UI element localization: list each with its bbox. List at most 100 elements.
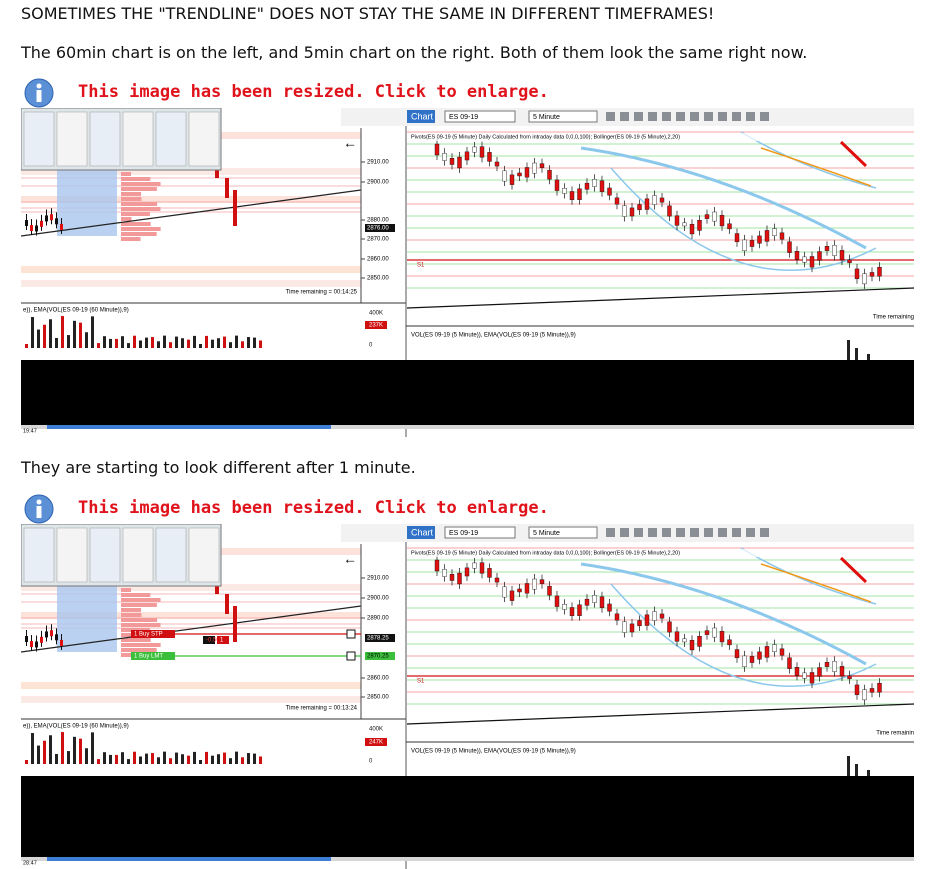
toolbar-icon[interactable] [662,112,671,121]
volume-tick: 247K [369,740,383,746]
toolbar-icon[interactable] [690,528,699,537]
resize-notice[interactable]: This image has been resized. Click to en… [24,494,549,524]
toolbar-icon[interactable] [690,112,699,121]
info-icon [24,78,54,108]
candle [682,222,687,227]
toolbar-icon[interactable] [760,112,769,121]
volume-profile [121,648,157,652]
resize-notice[interactable]: This image has been resized. Click to en… [24,78,549,108]
toolbar-icon[interactable] [746,112,755,121]
toolbar-icon[interactable] [760,528,769,537]
resized-image[interactable]: ← 2910.00 2900.00 2880.00 2870.00 2860.00 2850… [21,108,914,437]
candle [509,590,515,601]
toolbar-icon[interactable] [718,112,727,121]
chart-tab[interactable] [407,526,435,539]
thumbnail [188,111,220,167]
post-text: The 60min chart is on the left, and 5min… [21,43,808,62]
interval[interactable]: 5 Minute [533,114,560,121]
black-area [21,776,914,857]
thumbnail [89,527,121,583]
volume-profile [121,217,132,221]
interval-select[interactable] [528,526,598,539]
candle [689,223,695,235]
candle [794,251,800,260]
candle [225,178,229,198]
price-band [21,612,361,619]
volume-profile [121,182,161,186]
volume-bar [253,337,256,348]
toolbar-icon[interactable] [676,112,685,121]
toolbar-icon[interactable] [704,112,713,121]
close-order[interactable] [346,629,356,639]
trendline [21,605,362,653]
toolbar-icon[interactable] [746,528,755,537]
candle [35,641,38,648]
volume-bar [157,757,160,764]
price-label: 2860.00 [367,676,389,682]
chart-tab[interactable] [407,110,435,123]
scroll-thumb[interactable] [47,425,331,429]
candle [614,613,620,621]
volume-bar [79,738,82,764]
resized-image[interactable]: ← 2910.00 2900.00 2890.00 2860.00 2850.00 2878… [21,524,914,869]
toolbar-icon[interactable] [662,528,671,537]
black-area [21,360,914,425]
order-label[interactable]: 1 Buy STP [134,632,163,638]
toolbar-icon[interactable] [648,528,657,537]
chart-tab-label[interactable]: Chart [411,111,434,121]
candle [869,688,875,693]
volume-bar [79,322,82,348]
order-box[interactable] [203,636,215,644]
notice-text[interactable]: This image has been resized. Click to en… [78,82,549,102]
trading-screenshot: ← 2910.00 2900.00 2880.00 2870.00 2860.00 2850… [21,108,914,437]
indicator-label: Pivots(ES 09-19 (5 Minute) Daily Calcula… [411,550,680,556]
candle [652,195,657,205]
chart-tab-label[interactable]: Chart [411,527,434,537]
toolbar-icon[interactable] [676,528,685,537]
order-box[interactable] [131,652,175,660]
notice-text[interactable]: This image has been resized. Click to en… [78,498,549,518]
toolbar-icon[interactable] [606,528,615,537]
volume-bar [85,748,88,764]
instrument-select[interactable] [444,110,516,123]
volume-bar [31,733,34,764]
candle [734,233,740,243]
toolbar-icon[interactable] [620,112,629,121]
toolbar-icon[interactable] [620,528,629,537]
candle [599,596,605,608]
instrument[interactable]: ES 09-19 [449,530,478,537]
toolbar-icon[interactable] [634,528,643,537]
scroll-thumb[interactable] [47,857,331,861]
interval[interactable]: 5 Minute [533,530,560,537]
volume-current-box [365,738,387,746]
candle [794,667,800,676]
toolbar-icon[interactable] [732,112,741,121]
close-order[interactable] [346,651,356,661]
candle [464,151,470,161]
candle [757,651,762,660]
volume-bar [223,752,226,764]
toolbar-icon[interactable] [648,112,657,121]
volume-bar [187,755,190,764]
order-box[interactable] [217,636,229,644]
instrument-select[interactable] [444,526,516,539]
volume-bar [139,340,142,348]
candle [457,156,462,169]
interval-select[interactable] [528,110,598,123]
volume-bar [211,755,214,764]
volume-bar [211,339,214,348]
price-band [21,168,361,175]
toolbar-icon[interactable] [718,528,727,537]
order-box[interactable] [131,630,175,638]
toolbar-icon[interactable] [704,528,713,537]
instrument[interactable]: ES 09-19 [449,114,478,121]
toolbar-icon[interactable] [606,112,615,121]
volume-bar [109,338,112,348]
toolbar-icon[interactable] [634,112,643,121]
candle [809,672,815,684]
volume-bar [217,338,220,348]
order-label[interactable]: 1 Buy LMT [134,654,163,660]
order-label[interactable]: -0.50 [206,638,220,644]
toolbar-icon[interactable] [732,528,741,537]
order-label[interactable]: 1 [220,638,224,644]
